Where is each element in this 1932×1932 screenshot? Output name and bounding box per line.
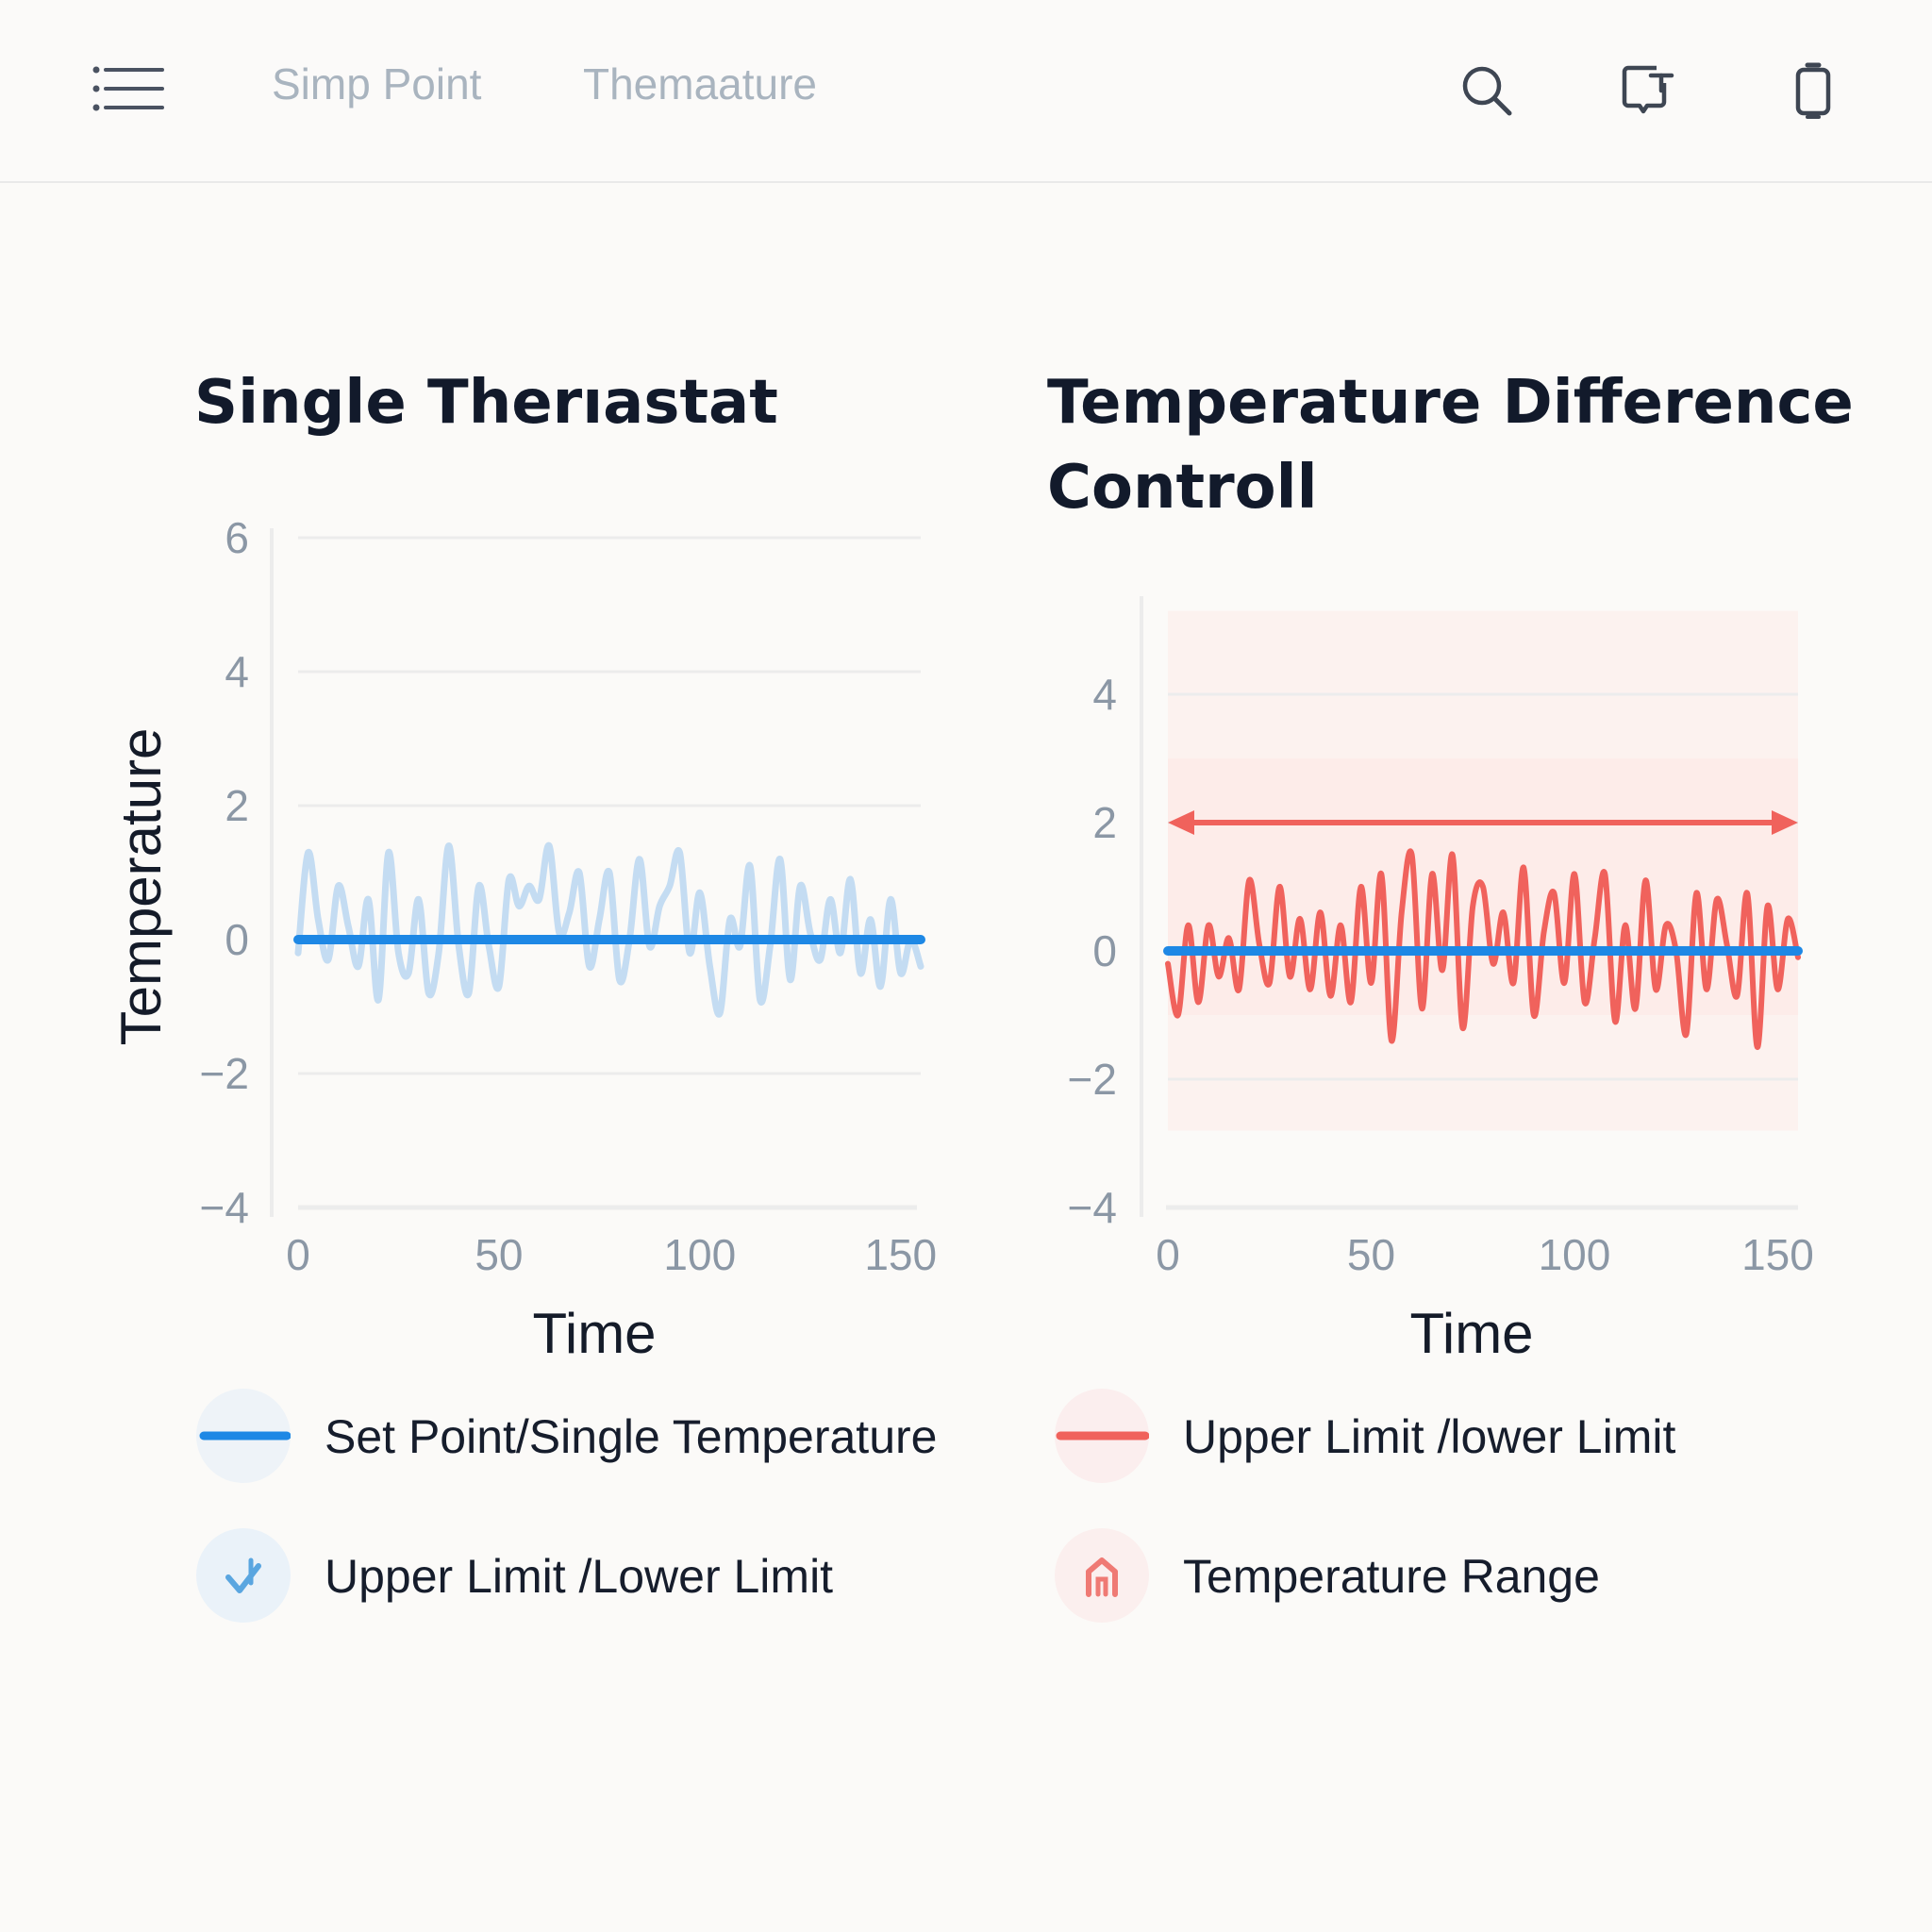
y-tick-label: 4 [225,647,249,696]
legend-label: Upper Limit /Lower Limit [325,1550,834,1603]
y-tick-label: 4 [1092,670,1117,719]
check-arrow-icon [196,1528,291,1623]
x-tick-label: 50 [475,1230,523,1279]
y-tick-label: −4 [200,1183,249,1232]
x-axis-title: Time [1409,1302,1533,1365]
temperature-fluctuation-line [1165,848,1801,1051]
export-icon[interactable] [1619,62,1675,119]
legend-label: Upper Limit /lower Limit [1183,1410,1676,1463]
y-tick-label: −4 [1068,1183,1117,1232]
y-tick-label: 2 [225,781,249,830]
y-tick-label: 0 [1092,926,1117,975]
chart-single-thermostat: 6 4 2 0 −2 −4 0 50 100 150 Time Temperature [109,513,937,1365]
chart-temperature-difference: 4 2 0 −2 −4 0 50 100 150 Time [1068,596,1814,1365]
house-icon [1055,1528,1149,1623]
x-axis-title: Time [532,1302,656,1365]
x-tick-label: 100 [1539,1230,1611,1279]
legend-label: Temperature Range [1183,1550,1600,1603]
temperature-range-band-1 [1168,758,1798,1015]
tab-set-point[interactable]: Simp Point [272,59,482,108]
blue-line-icon [196,1389,291,1483]
y-axis-title: Temperature [109,728,173,1046]
y-tick-label: 2 [1092,798,1117,847]
range-arrow-head-right [1772,810,1798,835]
x-tick-label: 50 [1347,1230,1395,1279]
search-icon[interactable] [1458,62,1515,119]
range-arrow-head-left [1168,810,1194,835]
menu-icon[interactable] [91,60,166,117]
temperature-range-band-0 [1168,610,1798,1131]
x-tick-label: 100 [663,1230,736,1279]
tab-temperature[interactable]: Themaature [583,59,818,108]
x-tick-label: 150 [864,1230,937,1279]
temperature-fluctuation-line [294,842,924,1018]
top-bar: Simp Point Themaature [0,0,1932,183]
red-line-icon [1055,1389,1150,1483]
battery-icon[interactable] [1785,62,1841,119]
x-tick-label: 0 [1156,1230,1180,1279]
y-tick-label: −2 [1068,1055,1117,1104]
chart-title-temperature-difference: Temperature Difference Controll [1047,368,1854,523]
chart-title-single-thermostat: Single Therıastat [194,368,778,438]
y-tick-label: −2 [200,1049,249,1098]
y-tick-label: 0 [225,915,249,964]
x-tick-label: 150 [1741,1230,1814,1279]
legend-label: Set Point/Single Temperature [325,1410,938,1463]
y-tick-label: 6 [225,513,249,562]
x-tick-label: 0 [286,1230,310,1279]
